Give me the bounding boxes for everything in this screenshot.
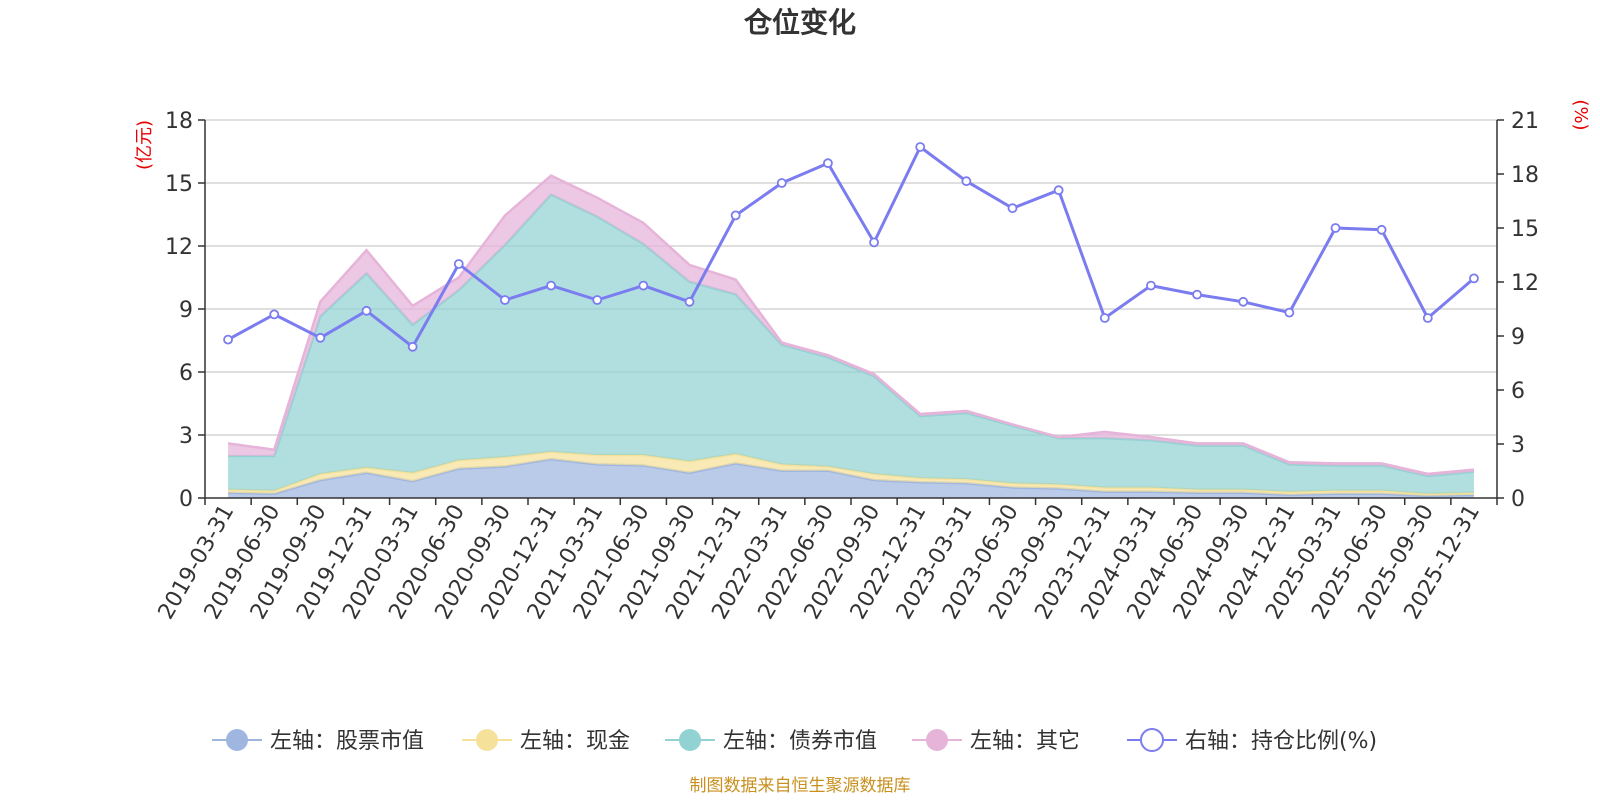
- legend-label: 左轴：股票市值: [270, 729, 424, 754]
- ratio-point: [500, 295, 510, 305]
- right-axis-tick-label: 3: [1511, 433, 1525, 458]
- legend-label: 左轴：现金: [520, 729, 630, 754]
- legend: 左轴：股票市值 左轴：现金 左轴：债券市值 左轴：其它 右轴：持仓比例(%): [212, 728, 1377, 754]
- ratio-point: [223, 334, 233, 345]
- ratio-point: [1330, 223, 1341, 233]
- legend-swatch-marker: [679, 729, 701, 751]
- series-3-edge: [227, 174, 1475, 476]
- ratio-point: [915, 142, 926, 152]
- left-axis-tick-label: 6: [179, 361, 193, 386]
- ratio-point: [1376, 224, 1387, 235]
- right-axis-tick-label: 18: [1511, 163, 1539, 188]
- data-source-note: 制图数据来自恒生聚源数据库: [690, 776, 911, 796]
- ratio-point: [1284, 307, 1295, 318]
- left-axis-tick-label: 12: [165, 235, 193, 260]
- ratio-point: [638, 280, 649, 291]
- legend-swatch-marker: [476, 729, 498, 751]
- left-axis-tick-label: 18: [165, 109, 193, 134]
- left-axis-unit: (亿元): [134, 120, 155, 170]
- ratio-point: [823, 158, 833, 169]
- ratio-point: [869, 237, 879, 248]
- right-axis-tick-label: 21: [1511, 109, 1539, 134]
- ratio-point: [684, 296, 695, 307]
- ratio-point: [361, 305, 372, 316]
- series-1-area: [228, 451, 1474, 496]
- ratio-point: [1007, 203, 1018, 214]
- legend-label: 右轴：持仓比例(%): [1185, 729, 1377, 754]
- right-axis-unit: (%): [1570, 99, 1591, 130]
- right-axis-tick-label: 15: [1511, 217, 1539, 242]
- ratio-point: [1469, 273, 1479, 284]
- stacked-areas: [227, 174, 1475, 498]
- ratio-point: [776, 178, 787, 188]
- right-axis-tick-label: 0: [1511, 487, 1525, 512]
- ratio-point: [1053, 185, 1064, 196]
- legend-swatch-marker: [226, 729, 248, 751]
- left-axis-tick-label: 9: [179, 298, 193, 323]
- left-axis-tick-label: 3: [179, 424, 193, 449]
- right-axis-tick-label: 9: [1511, 325, 1525, 350]
- chart-title: 仓位变化: [744, 6, 856, 39]
- ratio-point: [1238, 296, 1249, 307]
- series-0-area: [228, 459, 1474, 498]
- ratio-point: [1146, 280, 1156, 291]
- ratio-point: [1422, 313, 1433, 323]
- ratio-point: [546, 280, 556, 291]
- ratio-point: [453, 259, 464, 269]
- legend-label: 左轴：其它: [970, 729, 1080, 754]
- right-axis-tick-label: 6: [1511, 379, 1525, 404]
- ratio-point: [961, 176, 972, 187]
- right-axis-tick-label: 12: [1511, 271, 1539, 296]
- legend-swatch-marker: [926, 729, 948, 751]
- ratio-point: [407, 341, 418, 352]
- legend-label: 左轴：债券市值: [723, 729, 877, 754]
- ratio-line: [223, 142, 1479, 352]
- ratio-point: [315, 332, 326, 343]
- series-2-area: [228, 194, 1474, 494]
- ratio-point: [1192, 289, 1202, 300]
- ratio-point: [1099, 313, 1110, 323]
- ratio-point: [592, 295, 603, 305]
- left-axis-tick-label: 0: [179, 487, 193, 512]
- left-axis-tick-label: 15: [165, 172, 193, 197]
- series-4-line: [227, 145, 1475, 349]
- ratio-point: [269, 309, 280, 320]
- ratio-point: [730, 210, 741, 221]
- legend-swatch-marker: [1140, 728, 1164, 752]
